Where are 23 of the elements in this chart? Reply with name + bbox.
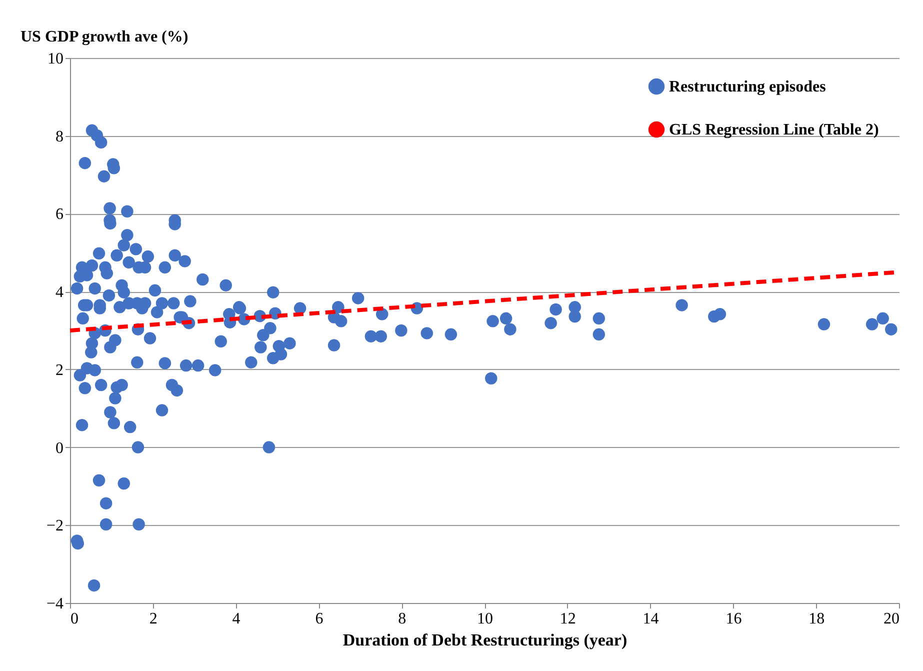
x-tick-label: 6 — [315, 610, 324, 628]
y-tick-label: 8 — [56, 128, 64, 146]
x-axis-title: Duration of Debt Restructurings (year) — [342, 630, 628, 650]
y-tick-label: −4 — [46, 596, 64, 612]
x-tick-label: 16 — [726, 610, 742, 628]
y-tick-label: −2 — [46, 518, 64, 535]
x-tick-label: 20 — [884, 610, 900, 628]
y-tick-label: 4 — [56, 284, 64, 302]
y-tick-label: 2 — [56, 362, 64, 379]
x-tick-label: 4 — [232, 610, 240, 628]
x-tick-label: 10 — [477, 610, 493, 628]
x-tick-label: 18 — [808, 610, 825, 628]
x-tick-label: 2 — [149, 610, 158, 628]
y-axis-title: US GDP growth ave (%) — [20, 28, 188, 46]
y-tick-label: 6 — [56, 206, 64, 224]
y-tick-label: 10 — [48, 50, 64, 68]
x-tick-label: 8 — [398, 610, 406, 628]
legend-label: Restructuring episodes — [669, 78, 826, 96]
y-tick-label: 0 — [56, 440, 64, 457]
x-tick-label: 0 — [70, 610, 78, 628]
x-tick-label: 14 — [642, 610, 659, 628]
x-tick-label: 12 — [560, 610, 576, 628]
legend-label: GLS Regression Line (Table 2) — [669, 122, 879, 138]
